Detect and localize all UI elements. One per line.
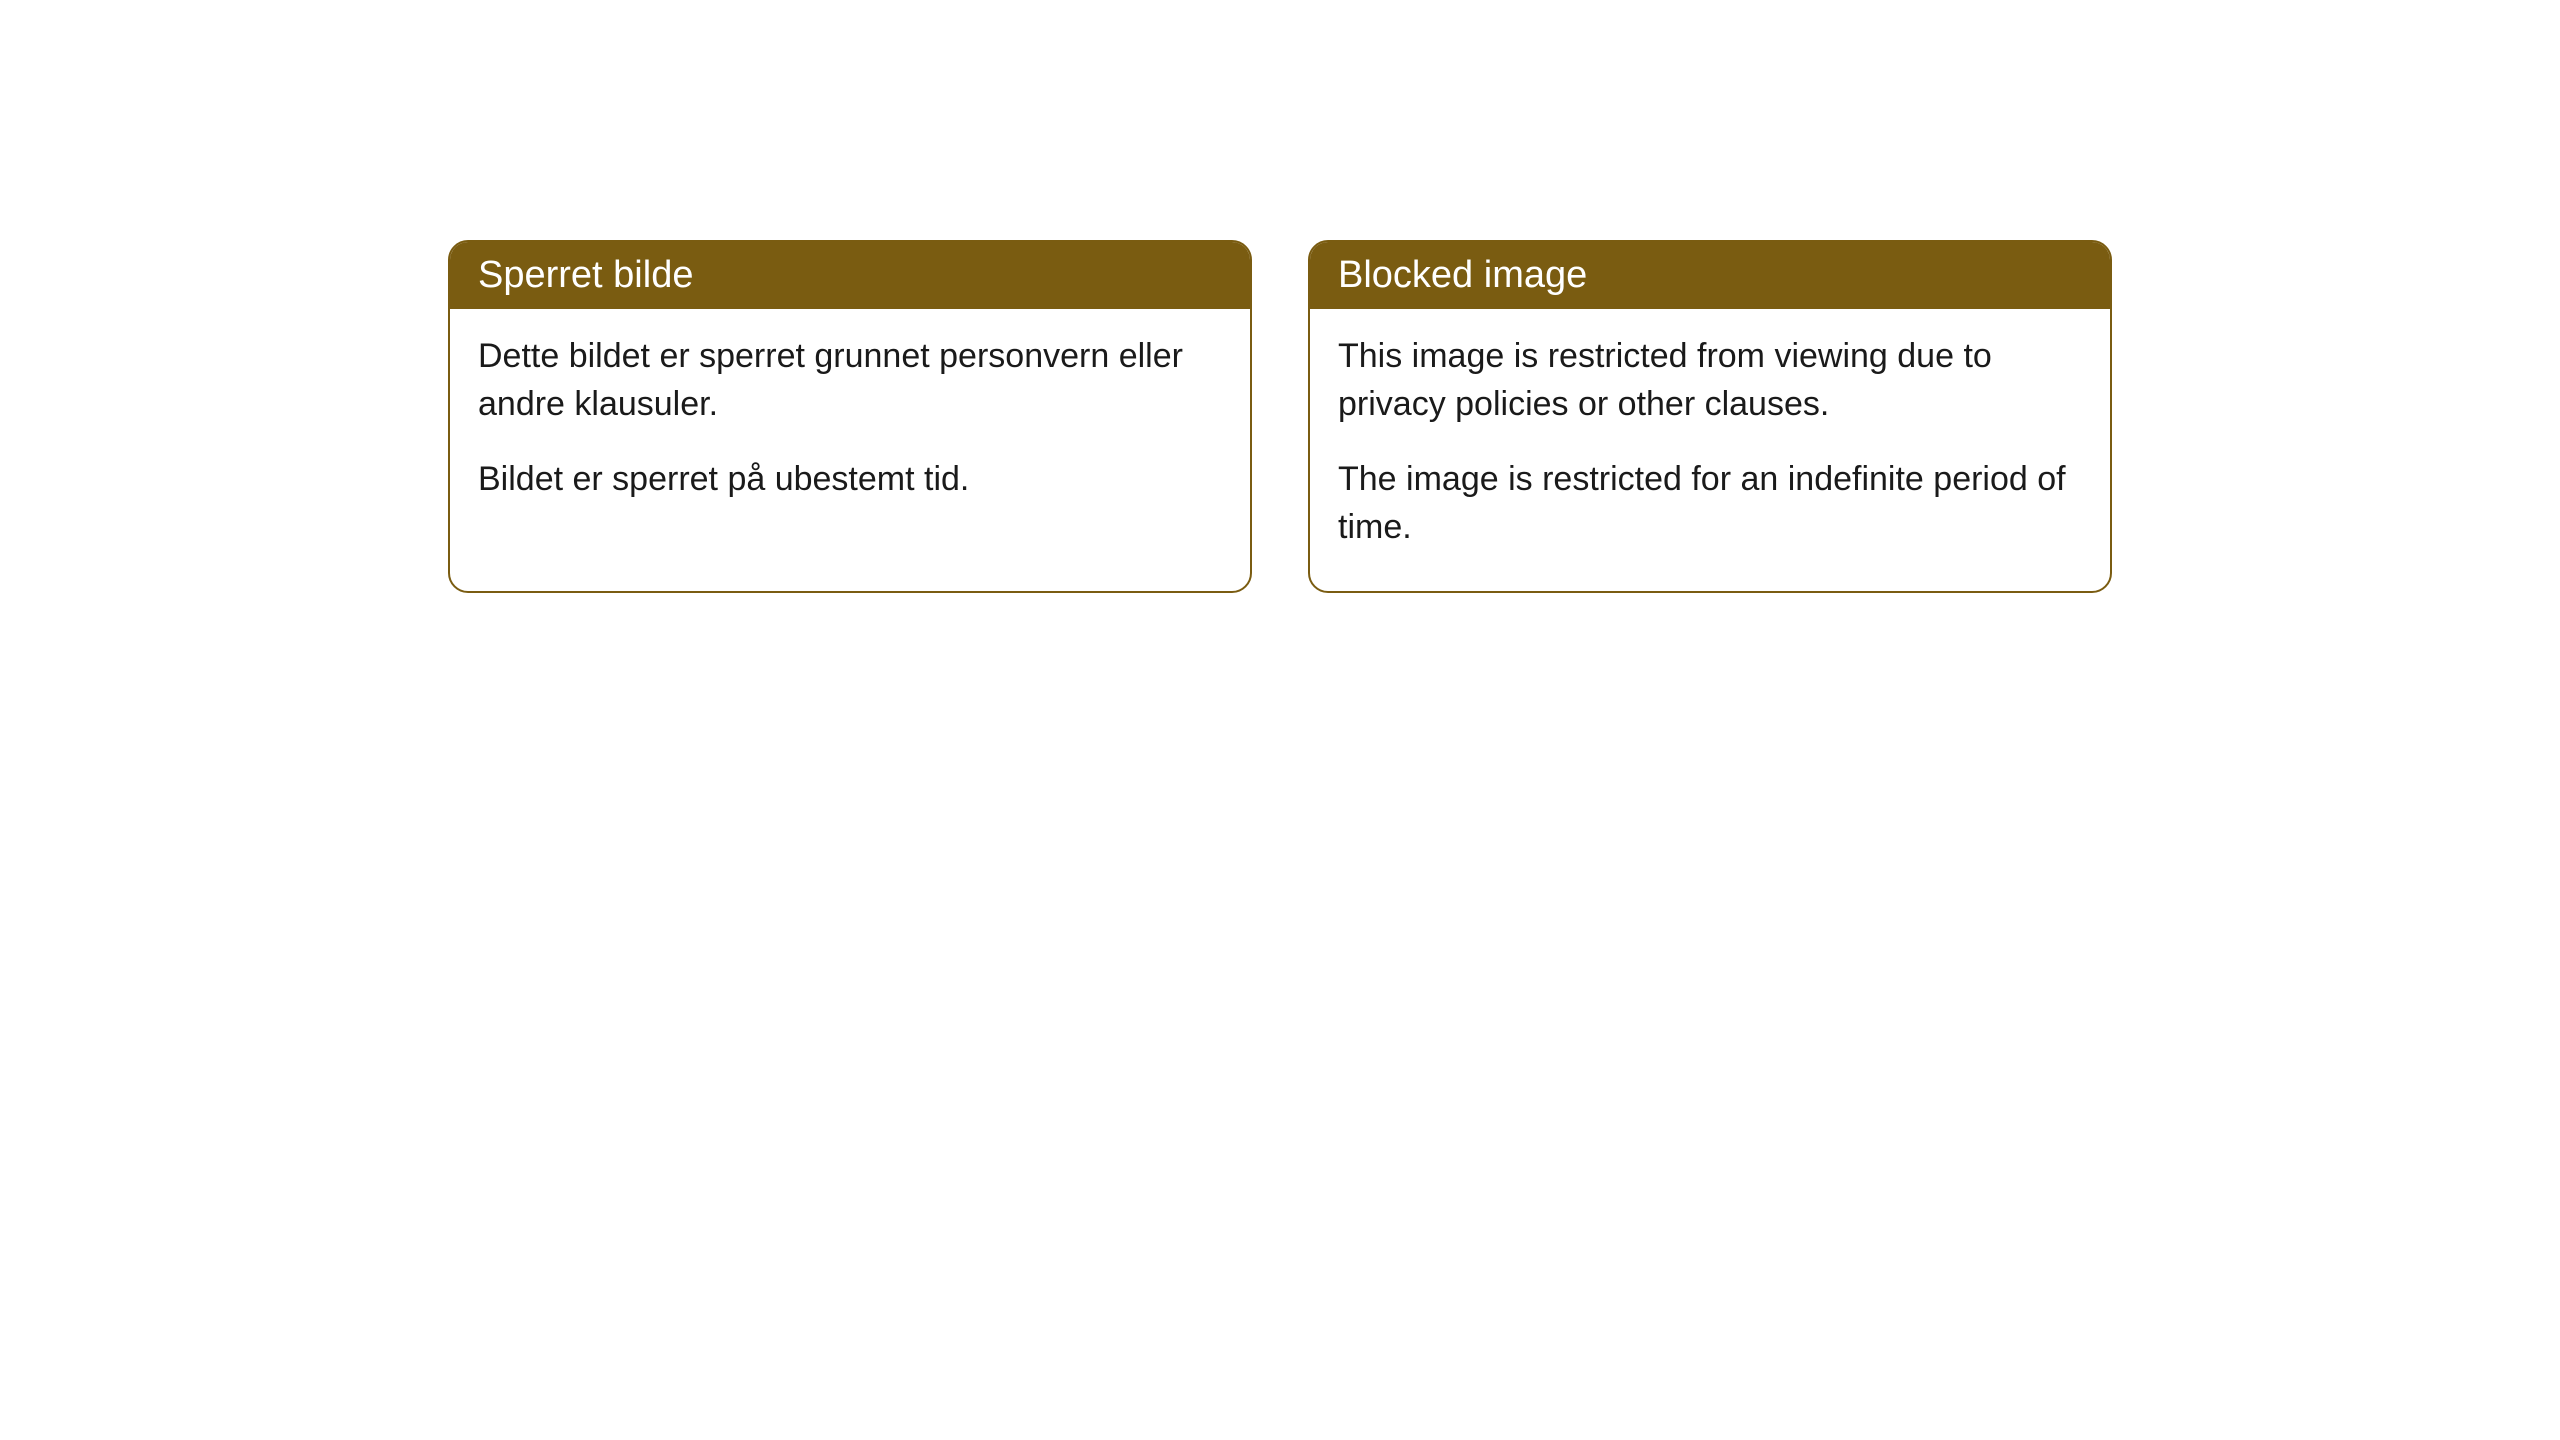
blocked-image-card-norwegian: Sperret bilde Dette bildet er sperret gr… [448,240,1252,593]
card-header-english: Blocked image [1310,242,2110,309]
card-title: Sperret bilde [478,254,693,296]
card-paragraph: This image is restricted from viewing du… [1338,333,2082,428]
card-header-norwegian: Sperret bilde [450,242,1250,309]
card-body-norwegian: Dette bildet er sperret grunnet personve… [450,309,1250,544]
card-title: Blocked image [1338,254,1587,296]
card-paragraph: Bildet er sperret på ubestemt tid. [478,456,1222,504]
card-body-english: This image is restricted from viewing du… [1310,309,2110,591]
blocked-image-card-english: Blocked image This image is restricted f… [1308,240,2112,593]
card-paragraph: The image is restricted for an indefinit… [1338,456,2082,551]
card-paragraph: Dette bildet er sperret grunnet personve… [478,333,1222,428]
info-cards-container: Sperret bilde Dette bildet er sperret gr… [448,240,2560,593]
